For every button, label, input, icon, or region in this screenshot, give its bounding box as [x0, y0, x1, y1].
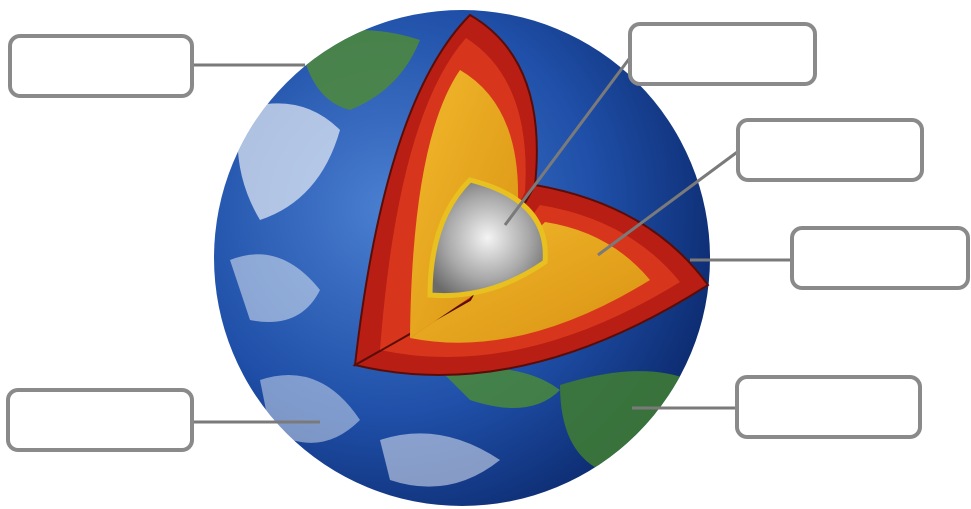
- label-box[interactable]: [735, 375, 922, 439]
- land-and-clouds: [230, 30, 690, 487]
- label-box[interactable]: [6, 388, 194, 452]
- cutaway-horizontal: [352, 183, 710, 376]
- label-boxes: [6, 22, 970, 452]
- leader-lines: [192, 54, 792, 424]
- label-box[interactable]: [736, 118, 924, 182]
- label-box[interactable]: [628, 22, 817, 86]
- label-box[interactable]: [8, 34, 194, 98]
- label-box[interactable]: [790, 226, 970, 290]
